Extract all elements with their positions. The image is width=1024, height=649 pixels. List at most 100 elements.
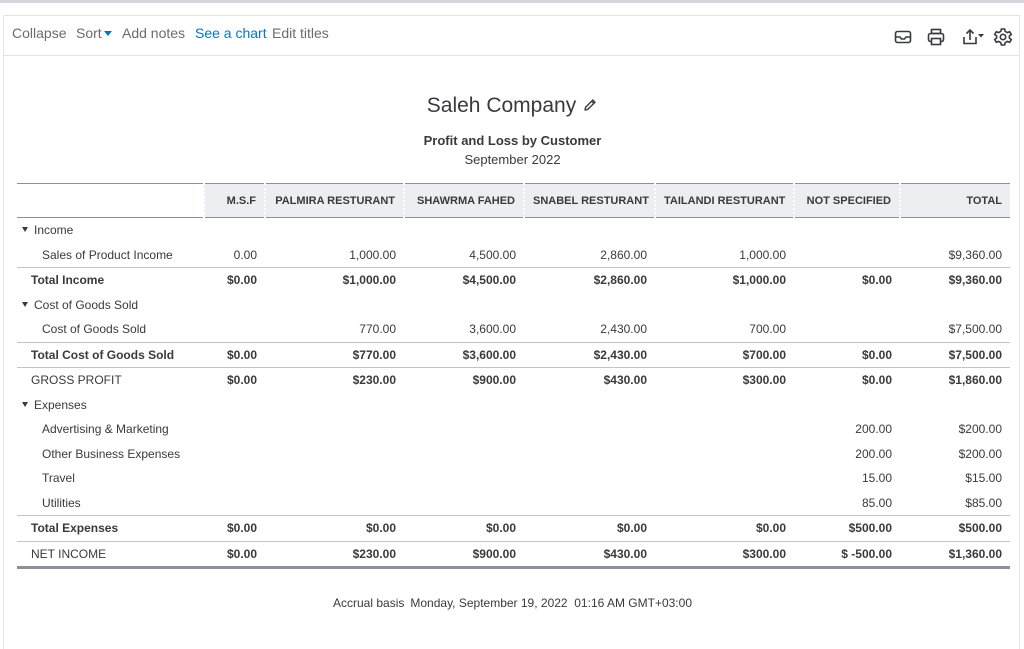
table-cell[interactable]: $9,360.00 bbox=[900, 267, 1010, 293]
table-cell[interactable] bbox=[204, 442, 265, 467]
table-cell[interactable]: $2,860.00 bbox=[524, 267, 655, 293]
table-cell[interactable]: $230.00 bbox=[265, 367, 404, 393]
table-cell[interactable]: $3,600.00 bbox=[404, 341, 524, 368]
table-cell[interactable] bbox=[204, 466, 265, 491]
table-cell[interactable] bbox=[404, 417, 524, 442]
table-cell[interactable]: $900.00 bbox=[404, 540, 524, 569]
table-cell[interactable]: $7,500.00 bbox=[900, 341, 1010, 368]
table-cell[interactable] bbox=[524, 466, 655, 491]
column-header[interactable]: SNABEL RESTURANT bbox=[523, 183, 655, 218]
table-cell[interactable]: 770.00 bbox=[359, 322, 396, 337]
table-cell[interactable]: $430.00 bbox=[524, 367, 655, 393]
table-cell[interactable]: $200.00 bbox=[958, 446, 1002, 461]
email-icon[interactable] bbox=[892, 26, 914, 48]
table-cell[interactable]: 85.00 bbox=[861, 495, 892, 510]
sort-dropdown[interactable]: Sort bbox=[76, 25, 112, 41]
table-cell[interactable]: 2,430.00 bbox=[600, 322, 647, 337]
row-label[interactable]: Cost of Goods Sold bbox=[17, 293, 204, 318]
table-cell[interactable] bbox=[655, 417, 794, 442]
table-cell[interactable]: 200.00 bbox=[855, 446, 892, 461]
table-cell[interactable]: $0.00 bbox=[655, 515, 794, 541]
table-cell[interactable]: 3,600.00 bbox=[469, 322, 516, 337]
table-cell[interactable] bbox=[524, 442, 655, 467]
table-cell[interactable]: $2,430.00 bbox=[524, 341, 655, 368]
table-cell[interactable] bbox=[265, 491, 404, 516]
settings-icon[interactable] bbox=[992, 26, 1014, 48]
table-cell[interactable] bbox=[655, 442, 794, 467]
collapse-link[interactable]: Collapse bbox=[12, 25, 67, 41]
table-cell[interactable]: $15.00 bbox=[965, 471, 1002, 486]
table-cell[interactable] bbox=[655, 466, 794, 491]
table-cell[interactable] bbox=[204, 317, 265, 342]
table-cell[interactable] bbox=[404, 466, 524, 491]
table-cell[interactable]: $1,360.00 bbox=[900, 540, 1010, 569]
pencil-icon[interactable] bbox=[582, 95, 598, 111]
table-cell[interactable]: $300.00 bbox=[655, 540, 794, 569]
table-cell[interactable] bbox=[265, 417, 404, 442]
table-cell[interactable]: $0.00 bbox=[204, 341, 265, 368]
table-cell[interactable] bbox=[404, 442, 524, 467]
table-cell[interactable]: 15.00 bbox=[861, 471, 892, 486]
table-cell[interactable]: $1,000.00 bbox=[265, 267, 404, 293]
table-cell[interactable]: $0.00 bbox=[794, 341, 900, 368]
table-cell[interactable]: $0.00 bbox=[204, 540, 265, 569]
table-cell[interactable]: $0.00 bbox=[404, 515, 524, 541]
table-cell[interactable] bbox=[794, 317, 900, 342]
collapse-triangle-icon[interactable] bbox=[22, 401, 28, 407]
table-cell[interactable]: 2,860.00 bbox=[600, 247, 647, 262]
column-header[interactable]: PALMIRA RESTURANT bbox=[264, 183, 404, 218]
table-cell[interactable]: 200.00 bbox=[855, 422, 892, 437]
column-header[interactable]: TAILANDI RESTURANT bbox=[654, 183, 794, 218]
table-cell[interactable]: 0.00 bbox=[233, 247, 257, 262]
table-cell[interactable]: $7,500.00 bbox=[948, 322, 1002, 337]
table-cell[interactable]: $0.00 bbox=[204, 515, 265, 541]
table-cell[interactable] bbox=[524, 417, 655, 442]
column-header[interactable]: NOT SPECIFIED bbox=[793, 183, 900, 218]
table-cell[interactable] bbox=[524, 491, 655, 516]
table-cell[interactable]: $1,000.00 bbox=[655, 267, 794, 293]
table-cell[interactable]: $4,500.00 bbox=[404, 267, 524, 293]
print-icon[interactable] bbox=[925, 26, 947, 48]
table-cell[interactable]: $430.00 bbox=[524, 540, 655, 569]
table-cell[interactable]: $0.00 bbox=[794, 267, 900, 293]
edit-titles-link[interactable]: Edit titles bbox=[272, 25, 329, 41]
column-header[interactable]: SHAWRMA FAHED bbox=[403, 183, 524, 218]
table-cell[interactable] bbox=[794, 243, 900, 268]
collapse-triangle-icon[interactable] bbox=[22, 227, 28, 233]
table-cell[interactable] bbox=[404, 491, 524, 516]
table-cell[interactable]: $200.00 bbox=[958, 422, 1002, 437]
column-header[interactable]: TOTAL bbox=[899, 183, 1010, 218]
table-cell[interactable]: $9,360.00 bbox=[948, 247, 1002, 262]
collapse-triangle-icon[interactable] bbox=[22, 301, 28, 307]
table-cell[interactable] bbox=[265, 442, 404, 467]
column-header[interactable]: M.S.F bbox=[203, 183, 265, 218]
table-cell[interactable]: $85.00 bbox=[965, 495, 1002, 510]
table-cell[interactable]: $300.00 bbox=[655, 367, 794, 393]
table-cell[interactable]: $770.00 bbox=[265, 341, 404, 368]
table-cell[interactable]: 1,000.00 bbox=[349, 247, 396, 262]
add-notes-link[interactable]: Add notes bbox=[122, 25, 186, 41]
export-icon[interactable] bbox=[960, 26, 986, 48]
table-cell[interactable]: $1,860.00 bbox=[900, 367, 1010, 393]
row-label[interactable]: Expenses bbox=[17, 393, 204, 418]
table-cell[interactable]: 1,000.00 bbox=[739, 247, 786, 262]
table-cell[interactable]: $900.00 bbox=[404, 367, 524, 393]
table-cell[interactable]: $0.00 bbox=[794, 367, 900, 393]
see-chart-link[interactable]: See a chart bbox=[195, 25, 267, 41]
table-cell[interactable]: $500.00 bbox=[794, 515, 900, 541]
table-cell[interactable]: 700.00 bbox=[749, 322, 786, 337]
row-label[interactable]: Income bbox=[17, 218, 204, 243]
table-cell[interactable]: $0.00 bbox=[204, 367, 265, 393]
table-cell[interactable] bbox=[265, 466, 404, 491]
table-cell[interactable] bbox=[204, 491, 265, 516]
table-cell[interactable]: $0.00 bbox=[265, 515, 404, 541]
table-cell[interactable]: $500.00 bbox=[900, 515, 1010, 541]
table-cell[interactable]: $ -500.00 bbox=[794, 540, 900, 569]
table-cell[interactable]: $700.00 bbox=[655, 341, 794, 368]
table-cell[interactable]: $230.00 bbox=[265, 540, 404, 569]
table-cell[interactable] bbox=[204, 417, 265, 442]
table-cell[interactable]: $0.00 bbox=[204, 267, 265, 293]
table-cell[interactable]: 4,500.00 bbox=[469, 247, 516, 262]
table-cell[interactable]: $0.00 bbox=[524, 515, 655, 541]
table-cell[interactable] bbox=[655, 491, 794, 516]
